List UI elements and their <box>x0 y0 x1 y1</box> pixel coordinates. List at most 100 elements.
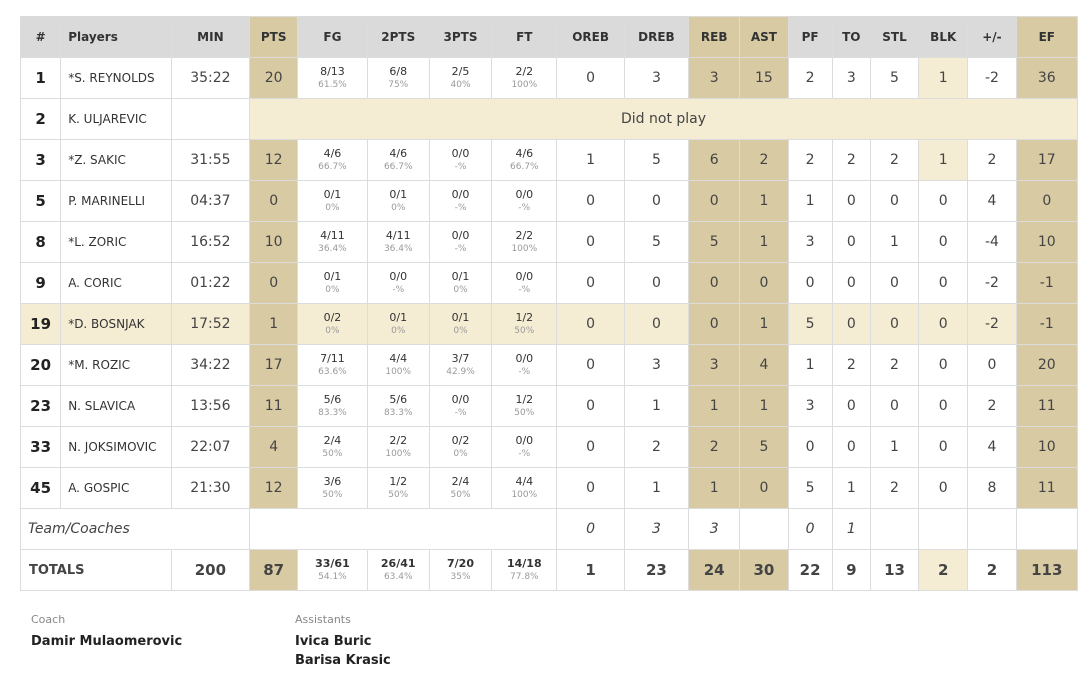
stat-pf: 3 <box>787 385 833 427</box>
stat-ast: 0 <box>739 262 789 304</box>
stat-reb: 2 <box>688 426 741 468</box>
points-cell: 10 <box>249 221 299 263</box>
shooting-cell: 0/0 -% <box>491 344 558 386</box>
stat-ast: 15 <box>739 57 789 99</box>
stat-dreb: 5 <box>623 221 690 263</box>
shots-made: 4/4 <box>389 352 408 365</box>
totals-stat-pm: 2 <box>967 549 1017 591</box>
shots-made: 5/6 <box>389 393 408 406</box>
stat-stl: 0 <box>869 303 920 345</box>
stat-stl: 0 <box>869 385 920 427</box>
column-header-players: Players <box>60 16 172 58</box>
stat-blk: 0 <box>918 262 969 304</box>
totals-stat-ast: 30 <box>739 549 789 591</box>
column-header-oreb: OREB <box>556 16 625 58</box>
shots-made: 4/4 <box>515 475 534 488</box>
shot-percentage: 36.4% <box>383 244 413 254</box>
stat-ef: 0 <box>1015 180 1079 222</box>
player-name: K. ULJAREVIC <box>60 98 172 140</box>
team-empty-cell <box>249 508 558 550</box>
minutes-cell: 35:22 <box>170 57 251 99</box>
stat-ast: 2 <box>739 139 789 181</box>
stat-oreb: 0 <box>556 467 625 509</box>
player-row: 8 *L. ZORIC 16:52 10 4/11 36.4% 4/11 36.4% 0/0 -%… <box>19 221 1079 263</box>
stat-to: 0 <box>831 180 871 222</box>
stat-to: 0 <box>831 221 871 263</box>
stat-blk: 0 <box>918 426 969 468</box>
stat-reb: 5 <box>688 221 741 263</box>
shots-made: 0/0 <box>451 188 470 201</box>
shots-made: 7/20 <box>447 557 474 570</box>
shooting-cell: 5/6 83.3% <box>297 385 368 427</box>
stat-pm: 4 <box>967 426 1017 468</box>
stat-oreb: 0 <box>556 344 625 386</box>
shots-made: 4/11 <box>385 229 411 242</box>
shots-made: 7/11 <box>320 352 345 365</box>
assistant-name: Ivica Buric <box>295 634 372 649</box>
shooting-cell: 14/18 77.8% <box>491 549 558 591</box>
shooting-cell: 0/0 -% <box>428 221 493 263</box>
stat-reb: 1 <box>688 385 741 427</box>
points-cell: 12 <box>249 139 299 181</box>
stat-ef: -1 <box>1015 262 1079 304</box>
shot-percentage: 42.9% <box>446 367 475 377</box>
shot-percentage: 50% <box>322 490 343 500</box>
stat-reb: 0 <box>688 303 741 345</box>
shots-made: 3/6 <box>323 475 342 488</box>
shooting-cell: 0/2 0% <box>428 426 493 468</box>
stat-dreb: 2 <box>623 426 690 468</box>
shooting-cell: 4/4 100% <box>366 344 430 386</box>
stat-ef: 10 <box>1015 221 1079 263</box>
shot-percentage: 100% <box>385 367 412 377</box>
shot-percentage: 75% <box>388 80 409 90</box>
player-row: 3 *Z. SAKIC 31:55 12 4/6 66.7% 4/6 66.7% 0/0 -% 4/… <box>19 139 1079 181</box>
shooting-cell: 8/13 61.5% <box>297 57 368 99</box>
shot-percentage: -% <box>454 203 467 213</box>
shot-percentage: -% <box>518 203 531 213</box>
stat-blk: 0 <box>918 303 969 345</box>
shots-made: 0/0 <box>389 270 408 283</box>
shooting-cell: 0/0 -% <box>428 139 493 181</box>
stat-oreb: 0 <box>556 303 625 345</box>
shot-percentage: 77.8% <box>510 572 539 582</box>
team-stat-ef <box>1015 508 1079 550</box>
shots-made: 3/7 <box>451 352 470 365</box>
coach-name: Damir Mulaomerovic <box>31 634 183 649</box>
stat-ast: 1 <box>739 303 789 345</box>
stat-dreb: 1 <box>623 467 690 509</box>
shots-made: 0/2 <box>323 311 342 324</box>
shots-made: 4/11 <box>320 229 345 242</box>
shot-percentage: 63.4% <box>383 572 413 582</box>
player-row: 1 *S. REYNOLDS 35:22 20 8/13 61.5% 6/8 75% 2/5 40… <box>19 57 1079 99</box>
shot-percentage: 0% <box>391 203 406 213</box>
stat-blk: 0 <box>918 344 969 386</box>
shot-percentage: 0% <box>325 285 340 295</box>
stat-stl: 2 <box>869 344 920 386</box>
shooting-cell: 2/2 100% <box>491 221 558 263</box>
shots-made: 0/0 <box>515 352 534 365</box>
player-number: 33 <box>19 426 62 468</box>
points-cell: 11 <box>249 385 299 427</box>
stat-reb: 0 <box>688 262 741 304</box>
stat-dreb: 0 <box>623 262 690 304</box>
shots-made: 4/6 <box>389 147 408 160</box>
team-stat-ast <box>739 508 789 550</box>
shooting-cell: 0/0 -% <box>366 262 430 304</box>
stat-reb: 6 <box>688 139 741 181</box>
column-header-blk: BLK <box>918 16 969 58</box>
stat-pf: 2 <box>787 139 833 181</box>
shooting-cell: 2/5 40% <box>428 57 493 99</box>
column-header-stl: STL <box>869 16 920 58</box>
shots-made: 0/1 <box>323 188 342 201</box>
shots-made: 6/8 <box>389 65 408 78</box>
shooting-cell: 4/6 66.7% <box>366 139 430 181</box>
shot-percentage: 0% <box>453 326 468 336</box>
shot-percentage: 54.1% <box>318 572 347 582</box>
shot-percentage: 0% <box>453 449 468 459</box>
team-stat-pm <box>967 508 1017 550</box>
stat-reb: 1 <box>688 467 741 509</box>
totals-stat-blk: 2 <box>918 549 969 591</box>
totals-points: 87 <box>249 549 299 591</box>
stat-ast: 0 <box>739 467 789 509</box>
stat-pm: -4 <box>967 221 1017 263</box>
